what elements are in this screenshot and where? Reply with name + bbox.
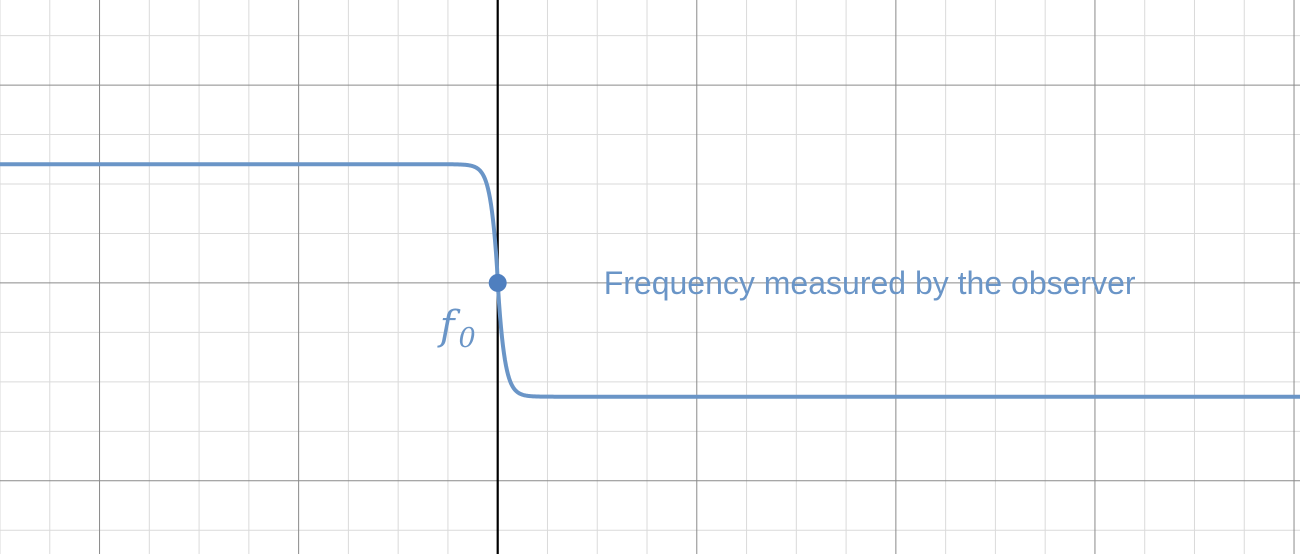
- annotation-label: Frequency measured by the observer: [604, 265, 1136, 301]
- f0-point: [488, 273, 507, 292]
- frequency-curve: [0, 162, 1300, 399]
- f0-subscript: 0: [459, 323, 476, 354]
- f0-symbol: f: [437, 303, 461, 349]
